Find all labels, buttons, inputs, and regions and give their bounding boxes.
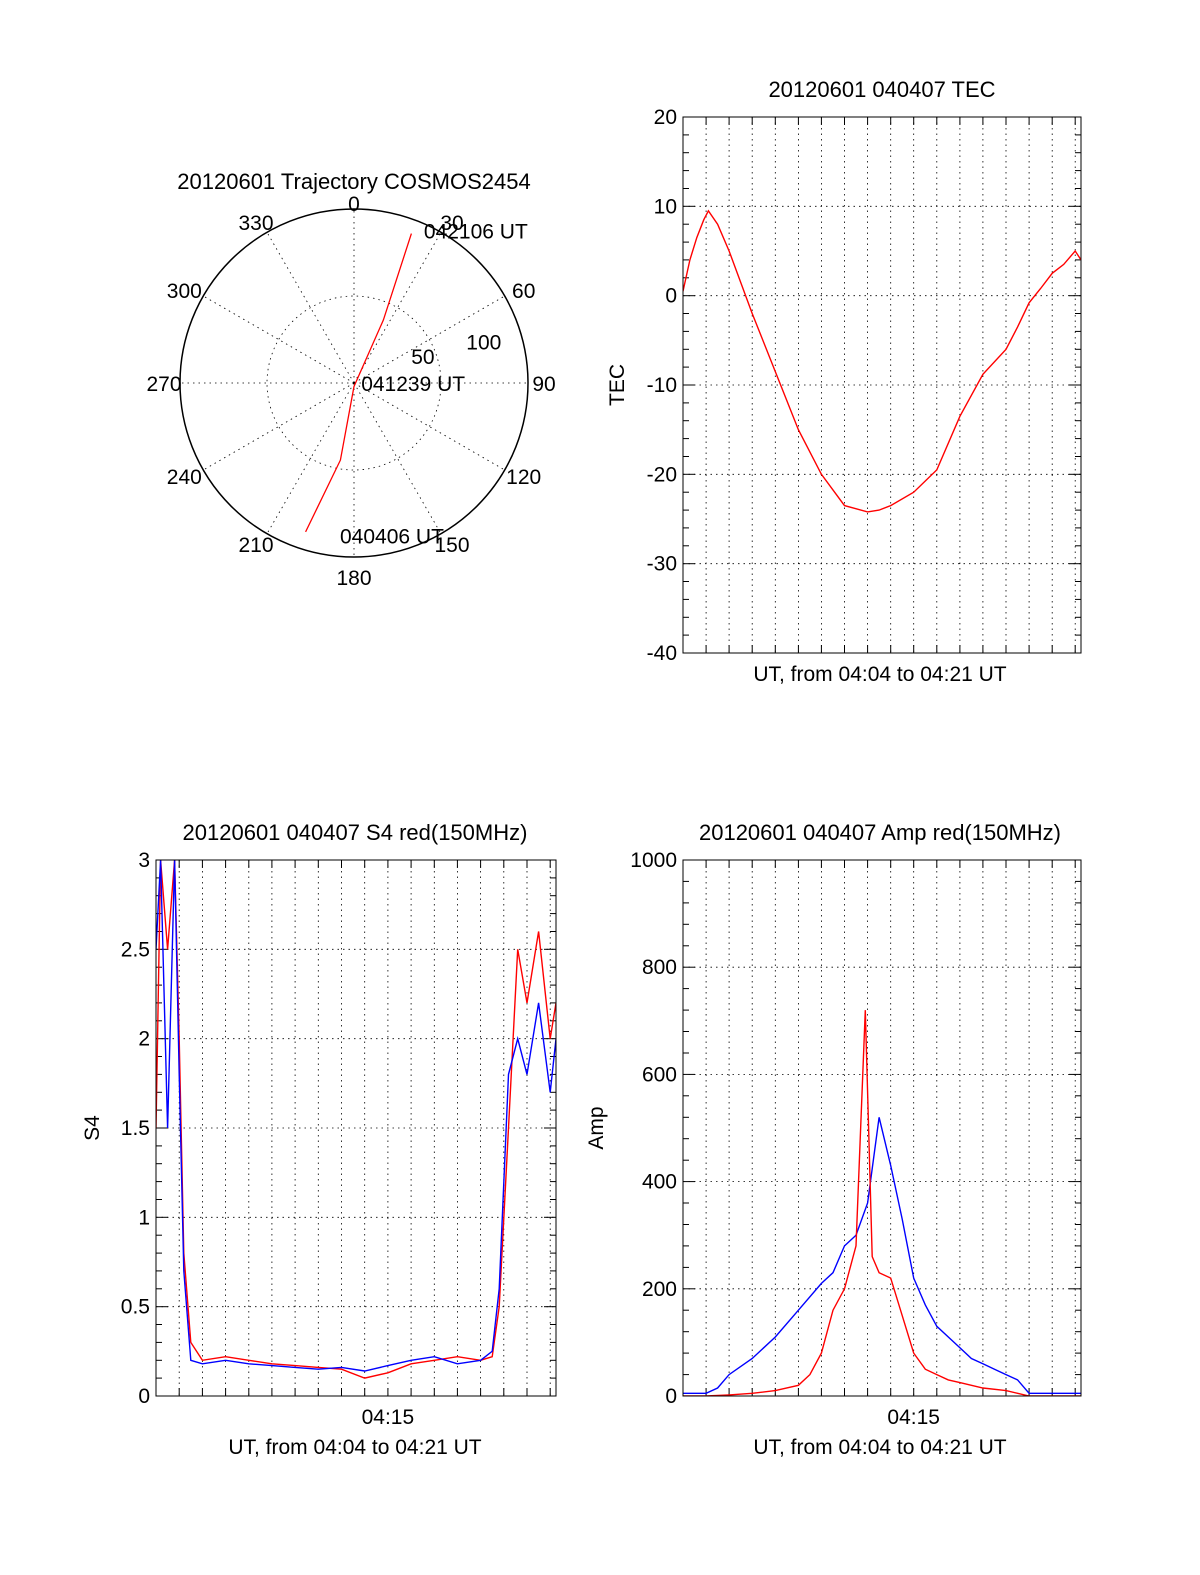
- tec-ylabel: TEC: [606, 364, 629, 406]
- amp-ytick-label: 200: [642, 1278, 677, 1301]
- tec-ytick-label: 0: [665, 285, 677, 308]
- s4-ytick-label: 3: [138, 849, 150, 872]
- tec-ytick-label: -20: [647, 463, 677, 486]
- tec-ytick-label: 20: [654, 106, 677, 129]
- trajectory-panel: 20120601 Trajectory COSMOS2454 0 30 60 90 12…: [146, 169, 555, 590]
- polar-spoke: [203, 295, 355, 384]
- amp-ytick-label: 600: [642, 1063, 677, 1086]
- polar-radial-tick-label: 50: [411, 346, 434, 369]
- trajectory-time-label: 042106 UT: [424, 220, 528, 243]
- tec-plot-area: -40 -30 -20 -10 0 10 20: [647, 106, 1082, 665]
- tec-ytick-label: -30: [647, 553, 677, 576]
- polar-angle-label: 240: [167, 466, 202, 489]
- polar-angle-label: 120: [506, 466, 541, 489]
- polar-angle-label: 270: [146, 373, 181, 396]
- s4-series-line: [156, 860, 556, 1379]
- s4-xlabel: UT, from 04:04 to 04:21 UT: [228, 1436, 481, 1459]
- s4-xtick-label: 04:15: [362, 1406, 415, 1429]
- polar-angle-label: 330: [238, 212, 273, 235]
- amp-title: 20120601 040407 Amp red(150MHz): [699, 820, 1061, 845]
- s4-ytick-label: 1: [138, 1206, 150, 1229]
- polar-angle-label: 300: [167, 280, 202, 303]
- tec-xlabel: UT, from 04:04 to 04:21 UT: [753, 663, 1006, 686]
- amp-ytick-label: 0: [665, 1385, 677, 1408]
- polar-radial-tick-label: 100: [466, 331, 501, 354]
- s4-ylabel: S4: [81, 1115, 104, 1141]
- polar-angle-label: 150: [434, 534, 469, 557]
- amp-ylabel: Amp: [585, 1106, 608, 1149]
- tec-ytick-label: -10: [647, 374, 677, 397]
- polar-angle-label: 30: [440, 212, 463, 235]
- polar-angle-label: 180: [336, 567, 371, 590]
- polar-angle-label: 0: [348, 193, 360, 216]
- polar-spoke: [203, 382, 355, 471]
- trajectory-title: 20120601 Trajectory COSMOS2454: [177, 169, 530, 194]
- amp-ytick-label: 400: [642, 1171, 677, 1194]
- s4-ytick-label: 0.5: [121, 1296, 150, 1319]
- tec-title: 20120601 040407 TEC: [768, 77, 995, 102]
- amp-xlabel: UT, from 04:04 to 04:21 UT: [753, 1436, 1006, 1459]
- s4-plot-area: 0 0.5 1 1.5 2 2.5 3 04:15: [121, 849, 557, 1429]
- polar-outer-circle: [179, 208, 529, 558]
- polar-ring: [266, 295, 442, 471]
- polar-spoke: [353, 382, 442, 534]
- trajectory-line: [305, 233, 413, 533]
- tec-ytick-label: 10: [654, 195, 677, 218]
- tec-panel: 20120601 040407 TEC UT, from 04:04 to 04…: [606, 77, 1082, 686]
- polar-angle-label: 210: [238, 534, 273, 557]
- s4-title: 20120601 040407 S4 red(150MHz): [183, 820, 528, 845]
- amp-xtick-label: 04:15: [887, 1406, 940, 1429]
- s4-ytick-label: 0: [138, 1385, 150, 1408]
- tec-series-line: [683, 209, 1081, 513]
- amp-panel: 20120601 040407 Amp red(150MHz) UT, from…: [585, 820, 1082, 1459]
- trajectory-time-label: 041239 UT: [361, 373, 465, 396]
- amp-frame: [682, 859, 1082, 1397]
- amp-ytick-label: 1000: [630, 849, 677, 872]
- s4-ytick-label: 2: [138, 1028, 150, 1051]
- polar-angle-label: 90: [532, 373, 555, 396]
- tec-frame: [682, 116, 1082, 654]
- amp-ytick-label: 800: [642, 956, 677, 979]
- trajectory-time-label: 040406 UT: [340, 525, 444, 548]
- amp-plot-area: 0 200 400 600 800 1000 04:15: [630, 849, 1082, 1429]
- s4-panel: 20120601 040407 S4 red(150MHz) UT, from …: [81, 820, 557, 1459]
- s4-series-line: [156, 860, 556, 1372]
- amp-series-line: [683, 1010, 1081, 1396]
- polar-angle-label: 60: [512, 280, 535, 303]
- trajectory-plot-area: 0 30 60 90 120 150 180 210 240 270 300 330 50 100 0421…: [146, 193, 555, 590]
- s4-frame: [155, 859, 557, 1397]
- tec-ytick-label: -40: [647, 642, 677, 665]
- polar-spoke: [353, 382, 505, 471]
- amp-series-line: [683, 1117, 1081, 1394]
- s4-ytick-label: 2.5: [121, 938, 150, 961]
- s4-ytick-label: 1.5: [121, 1117, 150, 1140]
